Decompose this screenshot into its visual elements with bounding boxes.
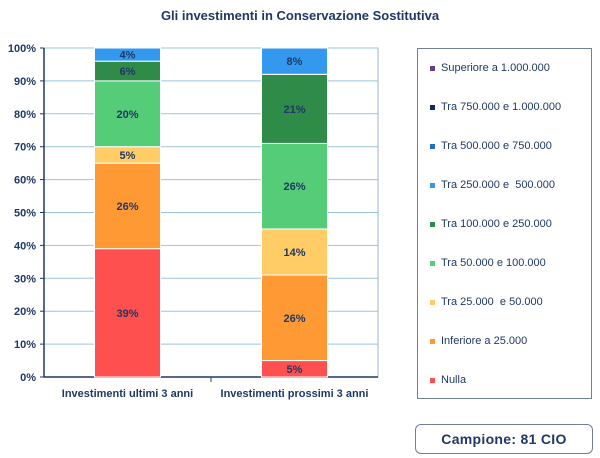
bar-segment — [261, 228, 328, 276]
bar-data-label: 5% — [120, 150, 136, 162]
y-tick-label: 60% — [14, 175, 36, 187]
bar-segment — [94, 80, 161, 148]
bar-segment — [261, 274, 328, 362]
legend-swatch — [430, 182, 435, 188]
legend-swatch — [430, 104, 435, 110]
stacked-bar-chart: 0% 10% 20% 30% 40% 50% 60% 70% 80% 90% 100% 39% 26% 5… — [8, 43, 379, 400]
legend-item: Tra 25.000 e 50.000 — [430, 296, 543, 308]
legend-item: Nulla — [430, 374, 466, 386]
legend-swatch — [430, 65, 435, 71]
bar-segment — [261, 47, 328, 75]
legend-label: Tra 25.000 e 50.000 — [441, 296, 543, 308]
bar-data-label: 26% — [283, 313, 305, 325]
legend-item: Tra 500.000 e 750.000 — [430, 140, 552, 152]
chart-title: Gli investimenti in Conservazione Sostit… — [160, 8, 440, 23]
legend-label: Nulla — [441, 374, 467, 386]
bar-data-label: 6% — [120, 66, 136, 78]
y-tick-label: 40% — [14, 240, 36, 252]
y-tick-label: 50% — [14, 208, 36, 220]
legend-item: Tra 250.000 e 500.000 — [430, 179, 555, 191]
bar-data-label: 14% — [283, 247, 305, 259]
y-tick-label: 70% — [14, 142, 36, 154]
legend-label: Tra 500.000 e 750.000 — [441, 140, 552, 152]
legend-swatch — [430, 143, 435, 149]
legend-swatch — [430, 221, 435, 227]
y-tick-label: 80% — [14, 109, 36, 121]
legend-swatch — [430, 338, 435, 344]
bar-data-label: 4% — [120, 50, 136, 62]
y-tick-label: 100% — [8, 43, 36, 55]
y-tick-label: 20% — [14, 306, 36, 318]
bar-segment — [94, 248, 161, 378]
legend-swatch — [430, 260, 435, 266]
bar-segment — [94, 162, 161, 250]
x-tick-label: Investimenti prossimi 3 anni — [221, 388, 369, 400]
legend-label: Inferiore a 25.000 — [441, 335, 528, 347]
legend-item: Tra 100.000 e 250.000 — [430, 218, 552, 230]
bar-data-label: 39% — [116, 308, 138, 320]
legend-label: Tra 100.000 e 250.000 — [441, 218, 552, 230]
bar-data-label: 21% — [283, 104, 305, 116]
legend-label: Tra 50.000 e 100.000 — [441, 257, 546, 269]
sample-size-label: Campione: 81 CIO — [415, 424, 593, 454]
x-tick-label: Investimenti ultimi 3 anni — [62, 388, 193, 400]
legend-item: Tra 50.000 e 100.000 — [430, 257, 546, 269]
legend-item: Superiore a 1.000.000 — [430, 62, 550, 74]
bar-data-label: 20% — [116, 109, 138, 121]
legend-item: Inferiore a 25.000 — [430, 335, 527, 347]
bar-segment — [261, 142, 328, 230]
legend-swatch — [430, 377, 435, 383]
legend-swatch — [430, 299, 435, 305]
bar-data-label: 26% — [283, 181, 305, 193]
bar-data-label: 8% — [287, 56, 303, 68]
chart-legend: Superiore a 1.000.000 Tra 750.000 e 1.000… — [417, 48, 592, 399]
legend-label: Superiore a 1.000.000 — [441, 62, 550, 74]
bar-data-label: 26% — [116, 201, 138, 213]
y-tick-label: 30% — [14, 273, 36, 285]
bar-segment — [94, 47, 161, 62]
bar-segment — [261, 73, 328, 144]
legend-label: Tra 250.000 e 500.000 — [441, 179, 555, 191]
y-tick-label: 0% — [20, 372, 36, 384]
bar-data-label: 5% — [287, 364, 303, 376]
y-tick-label: 90% — [14, 76, 36, 88]
legend-item: Tra 750.000 e 1.000.000 — [430, 101, 561, 113]
legend-label: Tra 750.000 e 1.000.000 — [441, 101, 562, 113]
y-tick-label: 10% — [14, 339, 36, 351]
